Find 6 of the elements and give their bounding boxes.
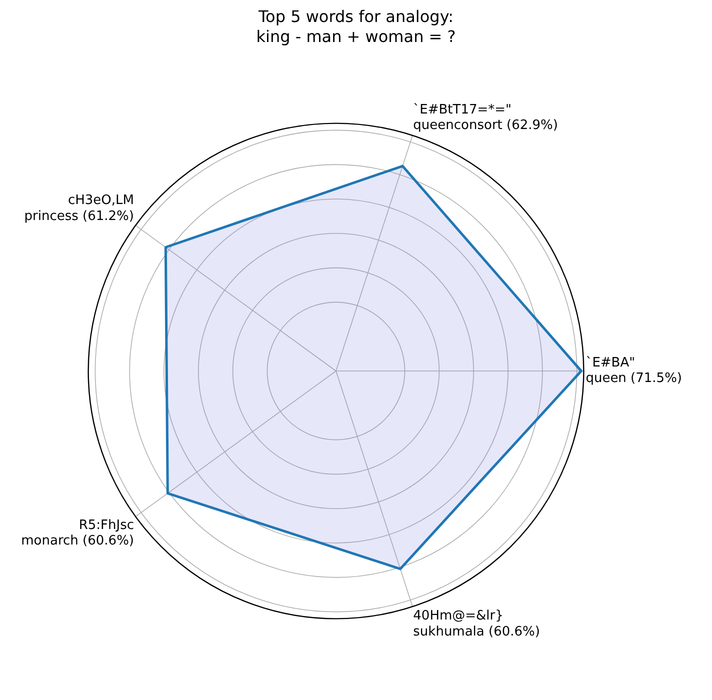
chart-title: Top 5 words for analogy: king - man + woman = ? xyxy=(256,7,456,46)
spoke-label: `E#BtT17=*=" queenconsort (62.9%) xyxy=(413,102,558,134)
spoke-label: `E#BA" queen (71.5%) xyxy=(586,356,682,386)
spoke-label: 40Hm@=&lr} sukhumala (60.6%) xyxy=(413,608,540,640)
spoke-label: cH3eO,LM princess (61.2%) xyxy=(24,193,134,224)
spoke-label: R5:FhJsc monarch (60.6%) xyxy=(21,518,134,549)
